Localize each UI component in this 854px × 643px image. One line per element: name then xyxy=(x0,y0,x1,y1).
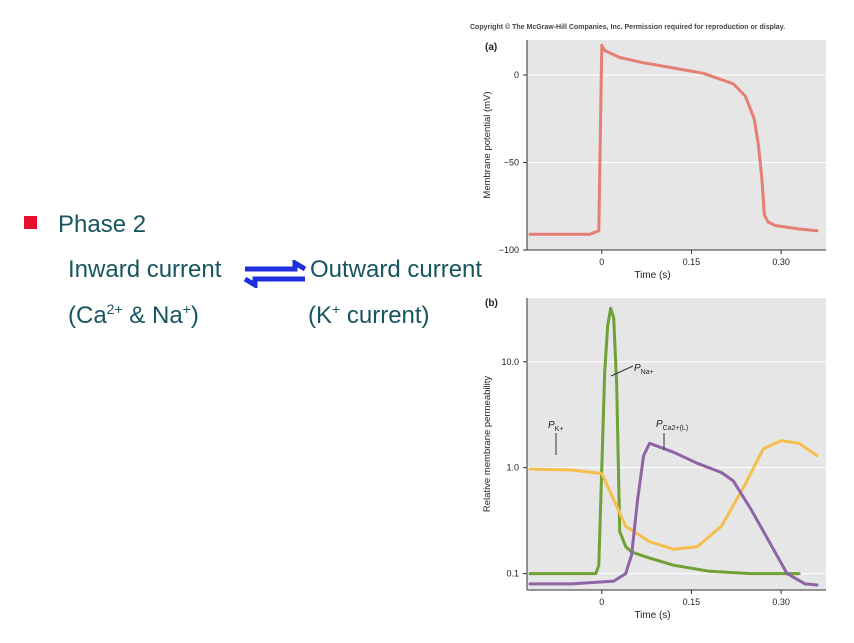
x-axis-label: Time (s) xyxy=(634,610,670,621)
x-tick-label: 0.15 xyxy=(683,597,701,607)
series-label: PNa+ xyxy=(610,363,654,377)
series-line-ca2l xyxy=(528,441,819,587)
y-tick-label: 1.0 xyxy=(506,463,519,473)
forward-arrow-icon xyxy=(245,260,307,272)
y-axis-label: Relative membrane permeability xyxy=(482,376,493,512)
plot-background xyxy=(527,40,826,250)
y-axis-label: Membrane potential (mV) xyxy=(482,91,493,198)
x-tick-label: 0.30 xyxy=(772,597,790,607)
series-label: PCa2+(L) xyxy=(656,419,688,450)
svg-text:PNa+: PNa+ xyxy=(634,363,654,376)
series-line-k xyxy=(528,439,819,551)
inward-current-label: Inward current xyxy=(68,256,222,283)
y-tick-label: 0 xyxy=(514,70,519,80)
panel-label: (b) xyxy=(485,298,498,309)
label-leader-line xyxy=(610,365,634,377)
x-tick-label: 0 xyxy=(599,257,604,267)
bullet-marker xyxy=(24,216,37,229)
x-tick-label: 0 xyxy=(599,597,604,607)
panel-label: (a) xyxy=(485,42,497,53)
bullet-phase-2: Phase 2 xyxy=(58,211,147,238)
x-axis-label: Time (s) xyxy=(634,270,670,281)
y-tick-label: 0.1 xyxy=(506,569,519,579)
outward-current-label: Outward current xyxy=(310,256,483,283)
plot-background xyxy=(527,298,826,590)
series-line-na xyxy=(528,306,801,576)
svg-text:PCa2+(L): PCa2+(L) xyxy=(656,419,688,432)
svg-text:PK+: PK+ xyxy=(548,420,563,433)
chart-panel-b: 0.1 1.0 10.0 0 0.15 0.30 Time (s) Relative memb… xyxy=(482,298,826,621)
chart-panel-a: 0 −50 −100 0 0.15 0.30 Time (s) Membrane potent… xyxy=(482,40,826,281)
series-line xyxy=(528,43,819,236)
copyright-notice: Copyright © The McGraw-Hill Companies, I… xyxy=(470,24,786,31)
x-tick-label: 0.15 xyxy=(683,257,701,267)
series-label: PK+ xyxy=(548,420,563,455)
x-tick-label: 0.30 xyxy=(772,257,790,267)
outward-ions-label: (K+ current) xyxy=(308,301,430,329)
y-tick-label: 10.0 xyxy=(501,357,519,367)
reverse-arrow-icon xyxy=(243,276,305,288)
inward-ions-label: (Ca2+ & Na+) xyxy=(68,301,199,329)
y-tick-label: −100 xyxy=(499,245,519,255)
reversible-arrows-icon xyxy=(243,260,307,288)
y-tick-label: −50 xyxy=(504,158,519,168)
